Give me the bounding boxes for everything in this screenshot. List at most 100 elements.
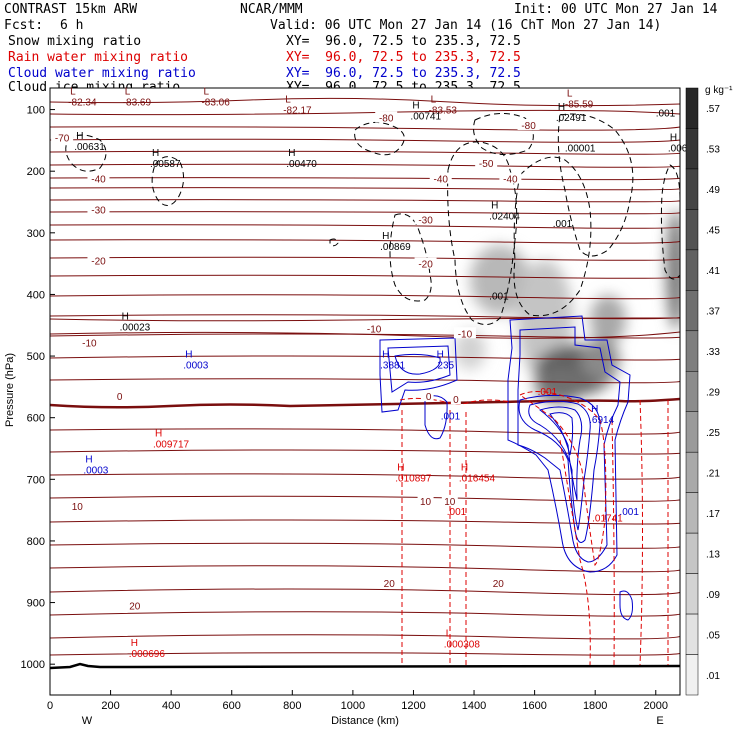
temperature-label: -70 bbox=[55, 133, 70, 144]
rain-water-contours bbox=[399, 391, 669, 666]
x-axis-label: Distance (km) bbox=[331, 715, 399, 727]
temperature-label: 20 bbox=[384, 579, 396, 590]
extremum-kind: H bbox=[185, 350, 192, 361]
colorbar-label: .17 bbox=[706, 509, 720, 520]
colorbar-label: .53 bbox=[706, 145, 720, 156]
extremum-kind: H bbox=[288, 148, 295, 159]
colorbar-swatch bbox=[685, 290, 699, 332]
extremum-value: .3881 bbox=[380, 361, 405, 372]
colorbar-label: .41 bbox=[706, 266, 720, 277]
temperature-label: 0 bbox=[117, 392, 123, 403]
temperature-label-bg bbox=[87, 254, 110, 266]
extremum-value: .235 bbox=[435, 361, 455, 372]
colorbar-label: .09 bbox=[706, 590, 720, 601]
temperature-label: -10 bbox=[82, 339, 97, 350]
y-tick-label: 300 bbox=[27, 228, 45, 240]
extremum-kind: H bbox=[670, 133, 677, 144]
extremum-kind: H bbox=[437, 350, 444, 361]
temperature-label-bg bbox=[69, 499, 86, 511]
temperature-label: -40 bbox=[433, 175, 448, 186]
extremum-kind: H bbox=[591, 404, 598, 415]
colorbar-swatch bbox=[685, 330, 699, 372]
colorbar-swatch bbox=[685, 87, 699, 129]
x-axis-west-label: W bbox=[82, 715, 93, 727]
colorbar-label: .29 bbox=[706, 388, 720, 399]
y-tick-label: 800 bbox=[27, 536, 45, 548]
init-time: Init: 00 UTC Mon 27 Jan 14 bbox=[514, 2, 718, 17]
extremum-kind: H bbox=[412, 101, 419, 112]
extremum-value: .00587 bbox=[150, 159, 181, 170]
extremum-value: -85.59 bbox=[565, 99, 594, 110]
temperature-label: -30 bbox=[91, 205, 106, 216]
plot-frame bbox=[49, 87, 681, 696]
extremum-kind: L bbox=[70, 86, 76, 97]
temperature-label-bg bbox=[517, 118, 540, 130]
extremum-value: .01741 bbox=[592, 513, 623, 524]
extremum-kind: H bbox=[122, 311, 129, 322]
colorbar-label: .57 bbox=[706, 104, 720, 115]
x-tick-label: 1600 bbox=[522, 700, 546, 712]
extremum-kind: H bbox=[85, 454, 92, 465]
field-xy-snow: XY= 96.0, 72.5 to 235.3, 72.5 bbox=[286, 34, 521, 49]
temperature-label: -30 bbox=[418, 215, 433, 226]
x-tick-label: 1800 bbox=[583, 700, 607, 712]
y-tick-label: 1000 bbox=[21, 659, 45, 671]
extremum-value: -82.34 bbox=[68, 97, 97, 108]
fcst-label: Fcst: bbox=[4, 18, 44, 33]
extremum-kind: H bbox=[382, 231, 389, 242]
temperature-label: 0 bbox=[453, 395, 459, 406]
y-tick-label: 600 bbox=[27, 413, 45, 425]
extremum-value: .00470 bbox=[286, 159, 317, 170]
temperature-label: -40 bbox=[91, 175, 106, 186]
extremum-value: .6914 bbox=[589, 415, 614, 426]
colorbar-swatch bbox=[685, 451, 699, 493]
colorbar-label: .01 bbox=[706, 671, 720, 682]
temperature-label-bg bbox=[429, 172, 452, 184]
extrema-labels: L-82.34L-83.69L-83.06 L-82.17L-83.53L-85.… bbox=[68, 86, 688, 660]
x-tick-label: 800 bbox=[283, 700, 301, 712]
temperature-labels: -70 -80 -80 -50 -40 -40 -40 -30 -30 -20 -20 -10 -10 -… bbox=[51, 111, 540, 613]
temperature-label-bg bbox=[490, 576, 507, 588]
colorbar-swatch bbox=[685, 209, 699, 251]
temperature-label-bg bbox=[114, 390, 125, 402]
temperature-label: -50 bbox=[479, 159, 494, 170]
extremum-kind: H bbox=[382, 350, 389, 361]
colorbar-swatch bbox=[685, 613, 699, 655]
ice-snow-contours bbox=[65, 113, 680, 325]
extremum-value: .0003 bbox=[83, 465, 108, 476]
x-axis: 0 200 400 600 800 1000 1200 1400 1600 1800 2000 bbox=[47, 690, 668, 712]
fcst-value: 6 h bbox=[60, 18, 84, 33]
extremum-kind: H bbox=[155, 428, 162, 439]
extremum-value: .001 bbox=[553, 219, 573, 230]
extremum-kind: L bbox=[567, 88, 573, 99]
temperature-label-bg bbox=[87, 203, 110, 215]
extremum-kind: L bbox=[446, 629, 452, 640]
colorbar-swatch bbox=[685, 249, 699, 291]
temperature-label: 10 bbox=[72, 502, 84, 513]
temperature-label: -80 bbox=[521, 121, 536, 132]
colorbar-label: .25 bbox=[706, 428, 720, 439]
temperature-label-bg bbox=[417, 494, 434, 506]
x-tick-label: 2000 bbox=[644, 700, 668, 712]
temperature-label-bg bbox=[423, 390, 434, 402]
surface-line bbox=[49, 662, 681, 670]
colorbar-swatch bbox=[685, 492, 699, 534]
temperature-label: 10 bbox=[420, 497, 432, 508]
extremum-kind: H bbox=[558, 102, 565, 113]
y-tick-label: 200 bbox=[27, 166, 45, 178]
extremum-value: -83.53 bbox=[429, 105, 458, 116]
extremum-kind: L bbox=[203, 86, 209, 97]
extremum-value: .0003 bbox=[183, 361, 208, 372]
temperature-label-bg bbox=[375, 111, 398, 123]
temperature-label: -20 bbox=[91, 257, 106, 268]
temperature-label-bg bbox=[363, 322, 386, 334]
temperature-label-bg bbox=[381, 576, 398, 588]
temperature-label-bg bbox=[475, 157, 498, 169]
x-axis-east-label: E bbox=[656, 715, 663, 727]
colorbar-label: .13 bbox=[706, 549, 720, 560]
extremum-value: .02491 bbox=[556, 113, 587, 124]
extremum-value: -82.17 bbox=[283, 105, 312, 116]
colorbar-unit: g kg⁻¹ bbox=[705, 85, 733, 96]
colorbar-label: .49 bbox=[706, 185, 720, 196]
